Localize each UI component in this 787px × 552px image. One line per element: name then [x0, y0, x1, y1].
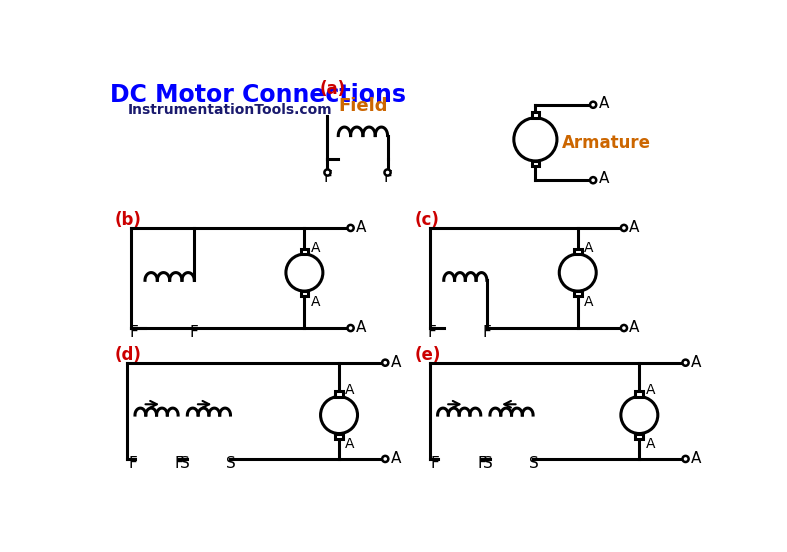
Text: A: A: [630, 320, 640, 335]
Circle shape: [621, 325, 627, 331]
Circle shape: [382, 456, 388, 462]
Text: S: S: [529, 456, 539, 471]
Circle shape: [590, 102, 597, 108]
Circle shape: [348, 225, 353, 231]
Text: A: A: [600, 96, 610, 111]
Text: F: F: [323, 170, 332, 185]
Text: A: A: [645, 437, 655, 451]
Text: F: F: [482, 325, 491, 340]
Bar: [635, 391, 643, 396]
Text: A: A: [630, 220, 640, 235]
Bar: [301, 249, 309, 254]
Circle shape: [348, 325, 353, 331]
Text: S: S: [180, 456, 190, 471]
Bar: [574, 249, 582, 254]
Text: A: A: [390, 354, 401, 369]
Text: F: F: [383, 170, 392, 185]
Text: (b): (b): [114, 211, 141, 229]
Bar: [635, 433, 643, 439]
Text: A: A: [691, 451, 701, 466]
Bar: [335, 391, 343, 396]
Text: A: A: [345, 437, 355, 451]
Text: (e): (e): [415, 346, 441, 364]
Bar: [574, 291, 582, 296]
Text: Armature: Armature: [563, 134, 652, 152]
Circle shape: [590, 177, 597, 183]
Text: S: S: [482, 456, 493, 471]
Text: A: A: [645, 383, 655, 397]
Text: F: F: [129, 325, 138, 340]
Text: A: A: [356, 220, 367, 235]
Bar: [335, 433, 343, 439]
Text: InstrumentationTools.com: InstrumentationTools.com: [127, 103, 332, 117]
Text: F: F: [128, 456, 137, 471]
Text: F: F: [428, 325, 437, 340]
Text: A: A: [600, 171, 610, 186]
Circle shape: [324, 169, 331, 176]
Circle shape: [682, 456, 689, 462]
Circle shape: [682, 359, 689, 366]
Circle shape: [385, 169, 390, 176]
Text: A: A: [345, 383, 355, 397]
Text: A: A: [311, 241, 320, 255]
Text: (d): (d): [114, 346, 141, 364]
Text: A: A: [584, 241, 593, 255]
Text: F: F: [175, 456, 183, 471]
Text: Field: Field: [338, 97, 388, 115]
Text: A: A: [311, 295, 320, 309]
Text: (c): (c): [415, 211, 439, 229]
Text: A: A: [584, 295, 593, 309]
Circle shape: [621, 225, 627, 231]
Text: F: F: [190, 325, 198, 340]
Text: F: F: [477, 456, 486, 471]
Bar: [531, 161, 539, 166]
Text: S: S: [227, 456, 236, 471]
Bar: [531, 113, 539, 118]
Circle shape: [382, 359, 388, 366]
Text: (a): (a): [320, 80, 346, 98]
Bar: [301, 291, 309, 296]
Text: A: A: [691, 354, 701, 369]
Text: A: A: [356, 320, 367, 335]
Text: DC Motor Connections: DC Motor Connections: [109, 83, 405, 107]
Text: A: A: [390, 451, 401, 466]
Text: F: F: [431, 456, 440, 471]
